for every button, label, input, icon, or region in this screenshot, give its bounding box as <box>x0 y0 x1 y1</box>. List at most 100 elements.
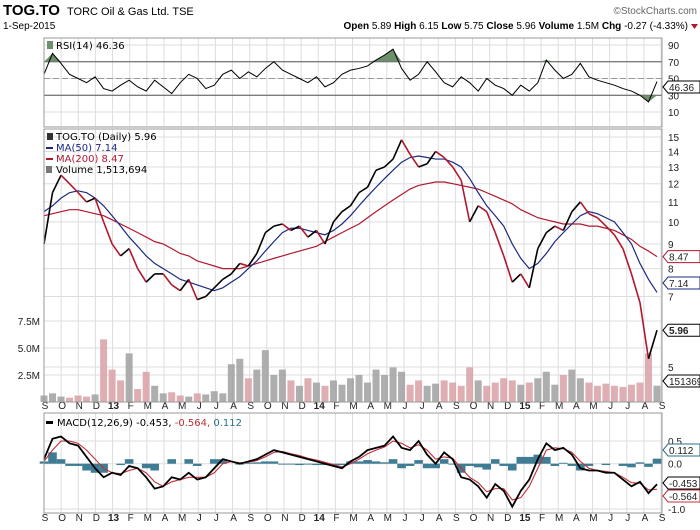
price-segment <box>502 255 514 283</box>
price-segment <box>622 248 633 275</box>
volume-bar <box>636 382 644 402</box>
price-segment <box>162 273 173 286</box>
macd-histogram-bar <box>618 463 628 466</box>
x-axis-label: 13 <box>108 401 120 412</box>
ma200-legend: MA(200) 8.47 <box>56 154 124 165</box>
x-axis-label: N <box>76 401 83 412</box>
price-legend: TOG.TO (Daily) 5.96 <box>55 132 157 143</box>
x-axis-label: J <box>197 513 202 524</box>
volume-bar <box>159 393 167 402</box>
volume-bar <box>227 364 235 402</box>
x-axis-label: A <box>573 401 580 412</box>
price-segment <box>307 229 317 238</box>
volume-legend: Volume 1,513,694 <box>56 165 147 176</box>
x-axis-label: A <box>436 513 443 524</box>
price-segment <box>341 205 351 213</box>
macd-histogram-bar <box>601 463 611 466</box>
price-bars-legend-icon <box>47 133 53 140</box>
close-label: Close <box>486 21 514 32</box>
volume-bar <box>49 393 57 402</box>
macd-legend: MACD(12,26,9) -0.453, -0.564, 0.112 <box>57 418 242 429</box>
volume-tick-label: 2.5M <box>18 371 40 382</box>
price-segment <box>605 225 616 236</box>
price-tick-label: 9 <box>668 240 674 251</box>
macd-histogram-bar <box>269 461 279 464</box>
x-axis-label: J <box>402 513 407 524</box>
volume-bar <box>193 393 201 402</box>
x-axis-label: D <box>298 513 305 524</box>
price-segment <box>443 156 454 168</box>
price-segment <box>136 268 147 283</box>
price-segment <box>375 166 385 171</box>
volume-bar <box>236 358 244 402</box>
volume-bar <box>83 396 91 402</box>
macd-histogram-bar <box>465 463 474 466</box>
volume-bar <box>202 394 210 402</box>
x-axis-label: A <box>436 401 443 412</box>
open-value: 5.89 <box>372 21 392 32</box>
price-segment <box>239 262 249 267</box>
macd-histogram-bar <box>490 459 500 464</box>
x-axis-label: A <box>642 401 649 412</box>
macd-histogram-bar <box>567 463 577 466</box>
open-label: Open <box>344 21 370 32</box>
volume-bar <box>151 385 159 402</box>
high-value: 6.15 <box>419 21 439 32</box>
price-segment <box>647 330 658 360</box>
x-axis-label: D <box>93 513 100 524</box>
macd-legend-icon <box>46 421 53 424</box>
price-segment <box>358 186 368 194</box>
macd-histogram-bar <box>209 459 219 464</box>
macd-histogram-bar <box>116 463 125 466</box>
macd-tick-label: 0.0 <box>668 460 682 471</box>
volume-bar <box>287 380 295 402</box>
volume-bar <box>278 369 286 402</box>
macd-histogram-bar <box>550 463 560 466</box>
x-axis-label: F <box>333 401 339 412</box>
macd-histogram-bar <box>167 459 177 464</box>
price-segment <box>43 192 54 245</box>
macd-value-tag-box <box>662 476 700 490</box>
rsi-value-tag-box <box>662 80 700 94</box>
x-axis-label: M <box>144 401 152 412</box>
x-axis-label: O <box>470 513 478 524</box>
x-axis-label: S <box>247 513 254 524</box>
volume-bar <box>466 367 474 402</box>
price-segment <box>60 174 71 185</box>
x-axis-label: M <box>349 513 357 524</box>
symbol: TOG.TO <box>3 2 60 19</box>
x-axis-label: A <box>367 513 374 524</box>
volume-bar <box>449 382 457 402</box>
macd-panel <box>43 412 663 514</box>
volume-bar <box>168 392 176 402</box>
volume-bar <box>312 382 320 402</box>
volume-legend-icon <box>46 166 52 173</box>
ma200-line <box>43 181 658 270</box>
x-axis-label: O <box>58 401 66 412</box>
x-axis-label: M <box>555 513 563 524</box>
volume-bar <box>432 383 440 402</box>
price-segment <box>528 248 539 288</box>
x-axis-label: S <box>453 401 460 412</box>
volume-bar <box>653 385 661 402</box>
volume-bar <box>440 380 448 402</box>
volume-tick-label: 5.0M <box>18 344 40 355</box>
x-axis-label: J <box>608 401 613 412</box>
x-axis-label: J <box>608 513 613 524</box>
x-axis-label: D <box>93 401 100 412</box>
macd-hist-value-tag-box <box>662 443 700 457</box>
macd-histogram-bar <box>524 456 534 464</box>
macd-signal-value-tag: -0.564 <box>669 492 698 503</box>
volume-bar <box>576 378 584 402</box>
macd-histogram-bar <box>286 463 296 465</box>
date: 1-Sep-2015 <box>3 21 56 32</box>
volume-bar <box>415 380 423 402</box>
macd-histogram-bar <box>184 459 194 464</box>
volume-bar <box>542 371 550 402</box>
x-axis-label: A <box>573 513 580 524</box>
rsi-tick-label: 30 <box>668 91 680 102</box>
price-segment <box>554 225 564 232</box>
x-axis-label: A <box>642 513 649 524</box>
price-segment <box>366 169 377 188</box>
